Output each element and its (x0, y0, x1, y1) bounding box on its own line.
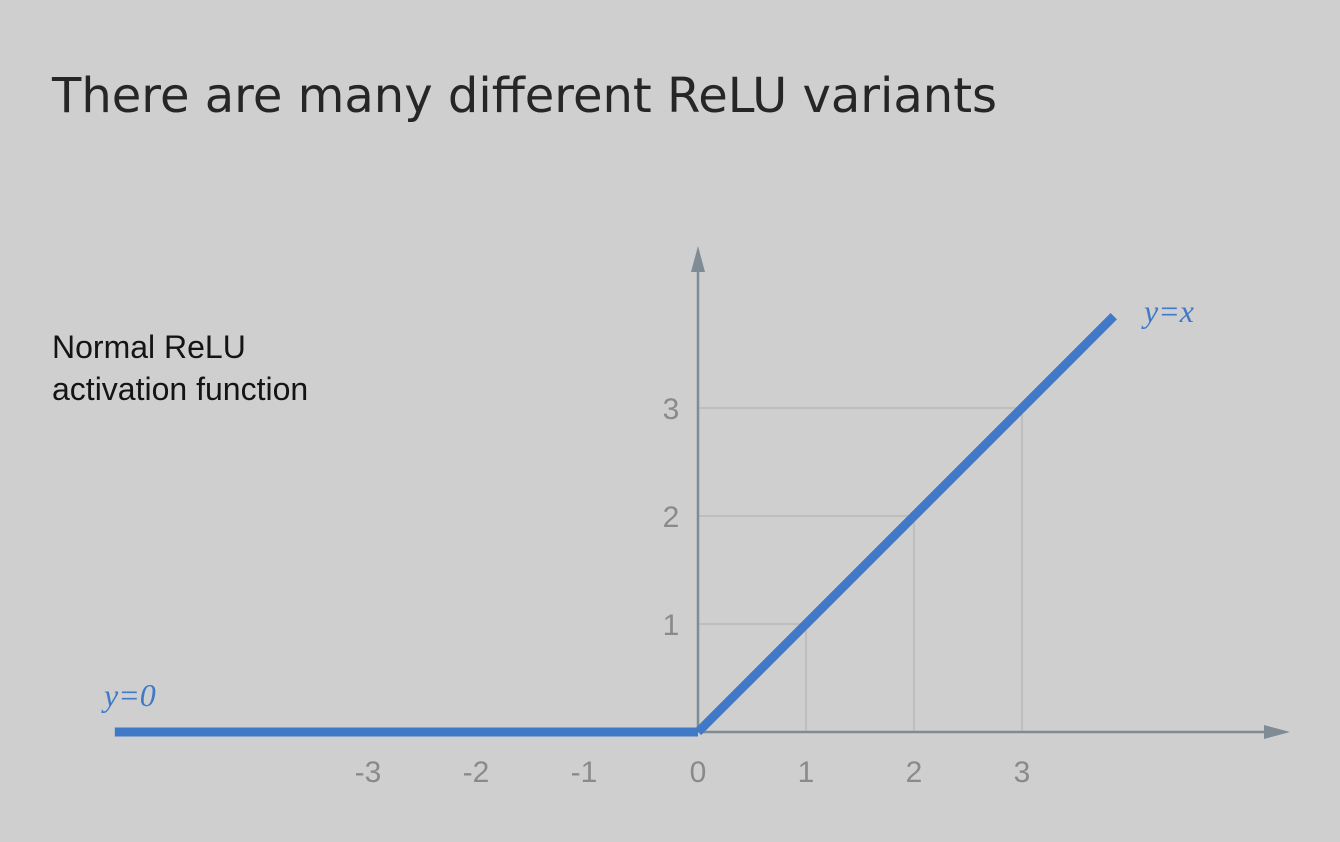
series-label-layer: y=0 y=x (101, 293, 1194, 713)
x-tick-label: -3 (355, 756, 382, 789)
y-tick-label: 3 (663, 393, 680, 426)
axis-layer (691, 246, 1290, 739)
chart-caption: Normal ReLU activation function (52, 326, 308, 410)
x-axis-arrow (1264, 725, 1290, 739)
x-tick-label: -2 (463, 756, 490, 789)
tick-layer: -3 -2 -1 0 1 2 3 1 2 3 (355, 393, 1031, 789)
y-tick-label: 2 (663, 501, 680, 534)
x-tick-label: 0 (690, 756, 707, 789)
series-label-yx: y=x (1141, 293, 1194, 329)
caption-line-1: Normal ReLU (52, 329, 246, 365)
slide-title: There are many different ReLU variants (52, 68, 998, 124)
y-axis-arrow (691, 246, 705, 272)
x-tick-label: -1 (571, 756, 598, 789)
series-layer (114, 313, 1117, 737)
x-tick-label: 3 (1014, 756, 1031, 789)
caption-line-2: activation function (52, 371, 309, 407)
x-tick-label: 2 (906, 756, 923, 789)
grid-layer (698, 407, 1023, 732)
y-tick-label: 1 (663, 609, 680, 642)
series-line-y=x (694, 313, 1117, 736)
series-label-y0: y=0 (101, 677, 156, 713)
x-tick-label: 1 (798, 756, 815, 789)
